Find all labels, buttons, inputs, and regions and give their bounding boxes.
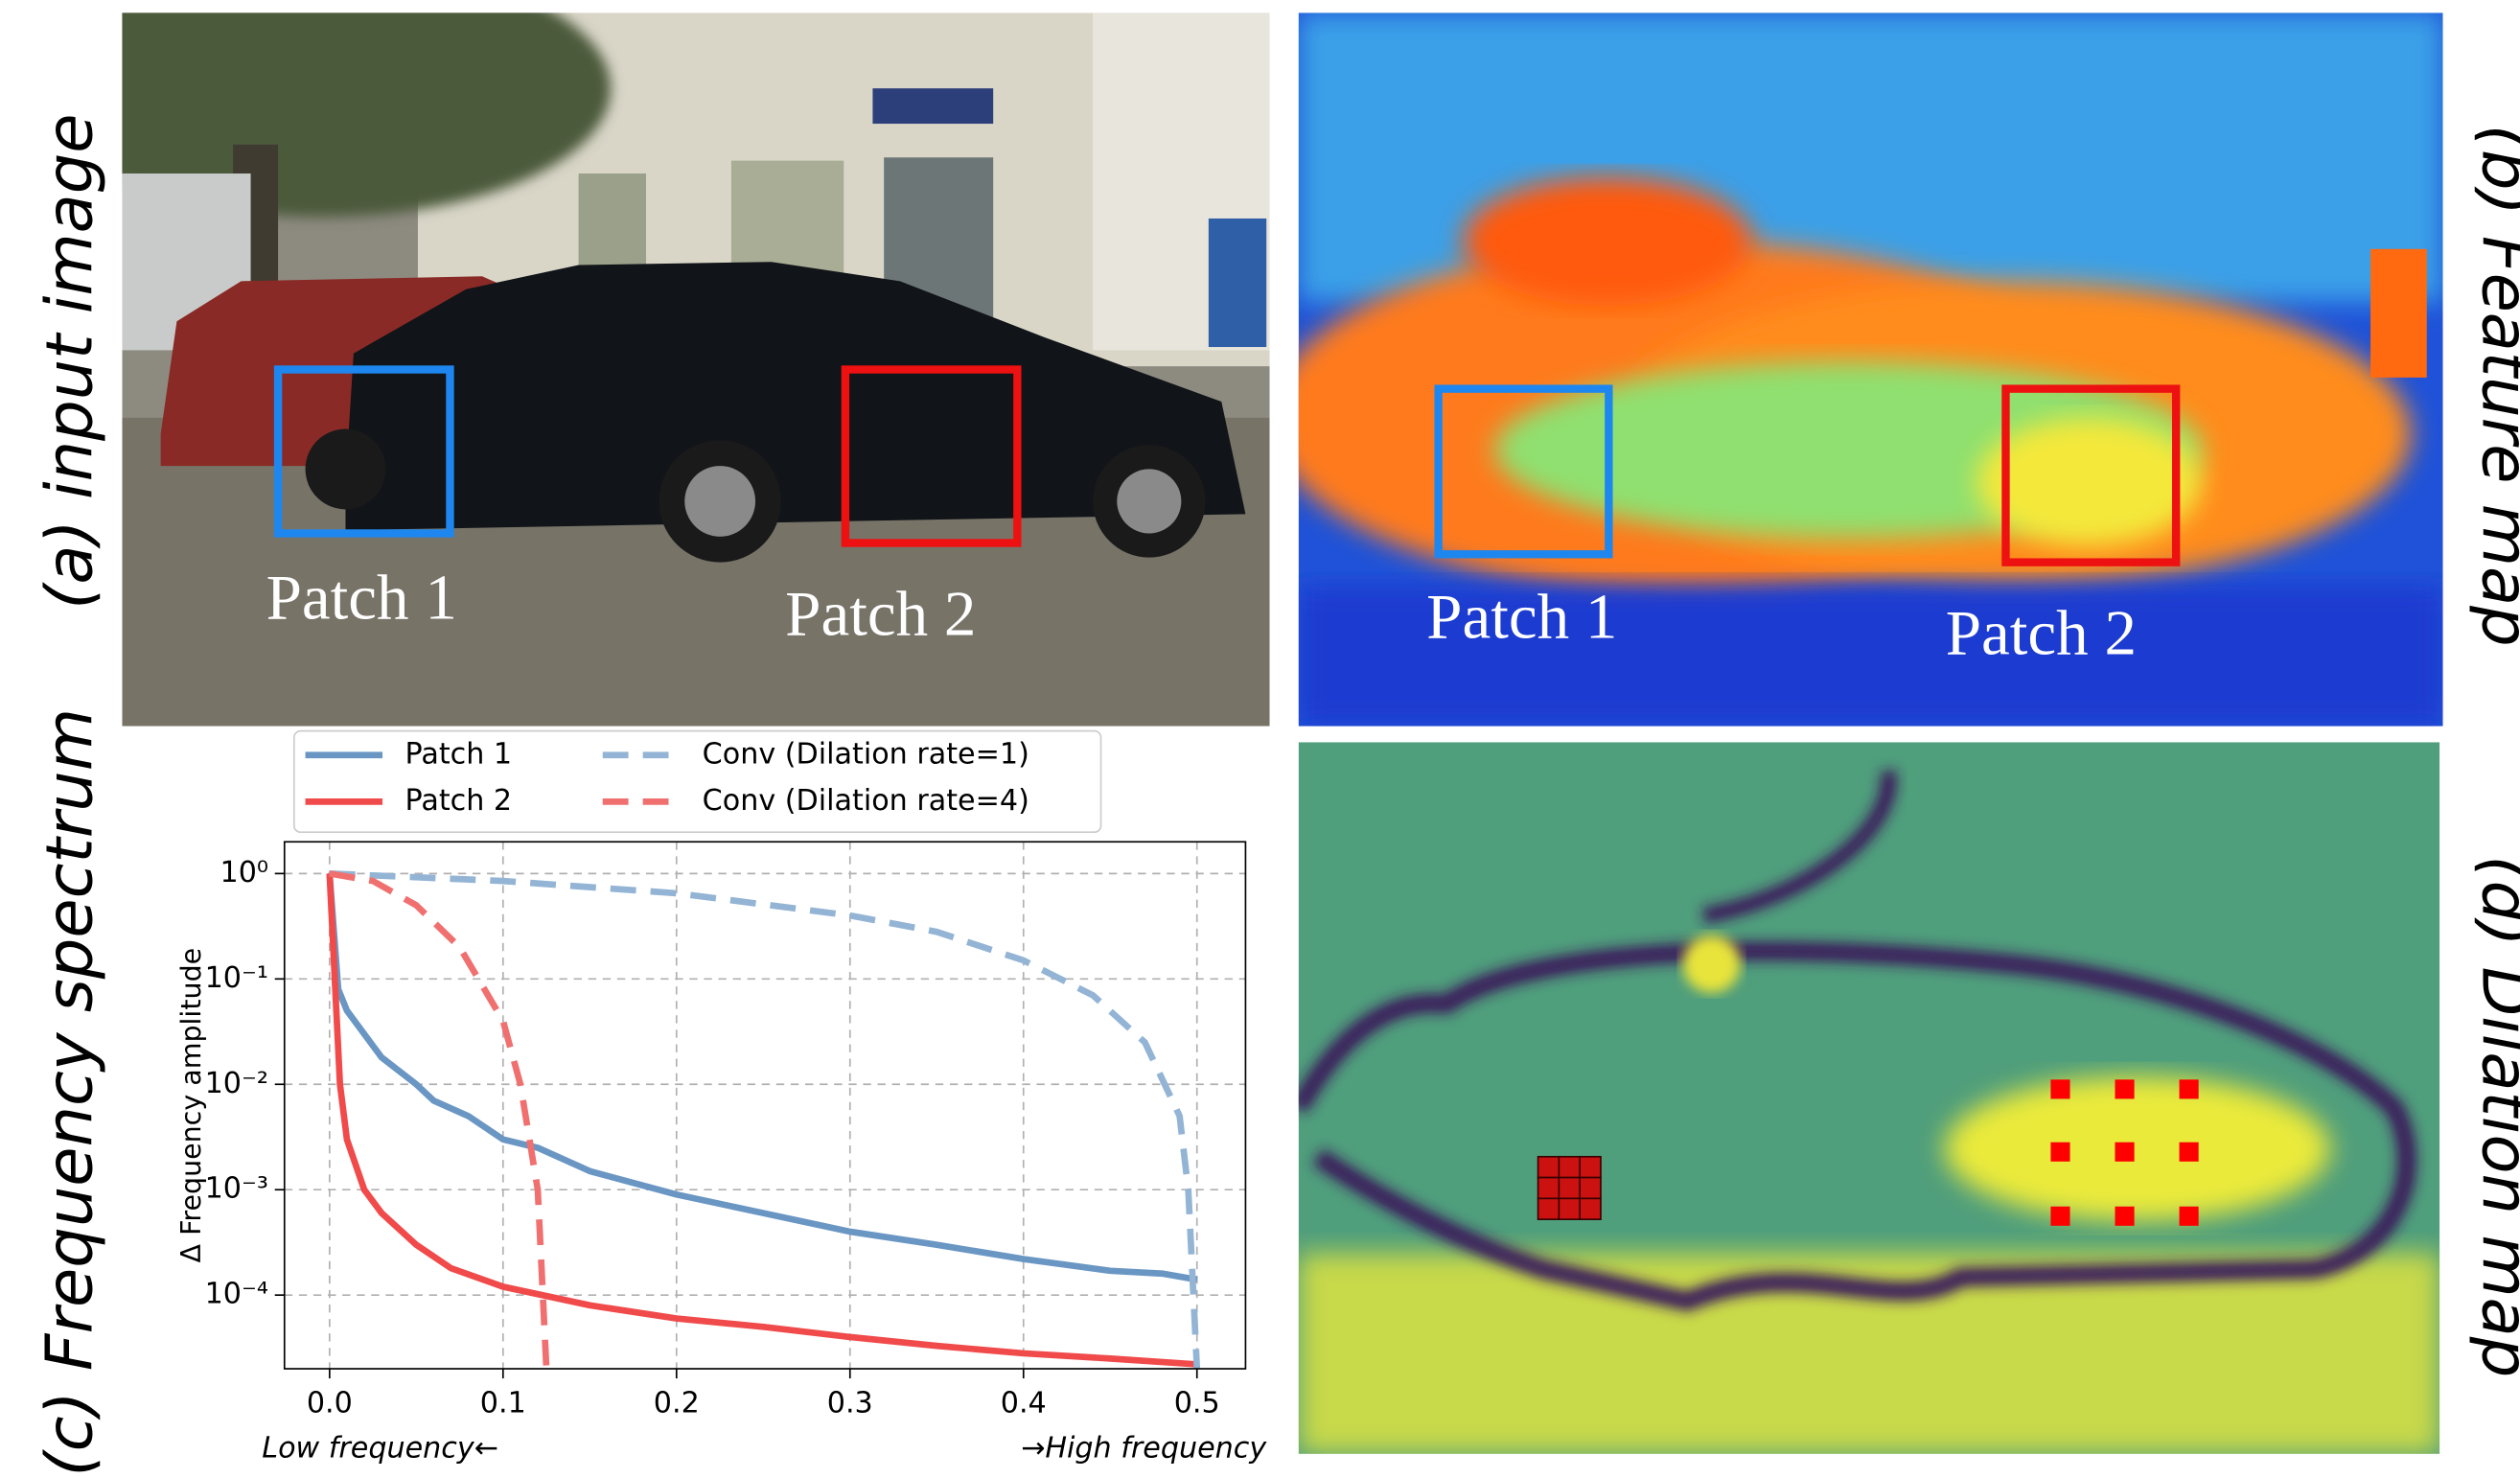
panel-label: (c) Frequency spectrum — [33, 708, 107, 1477]
patch-label: Patch 1 — [266, 562, 457, 634]
dilation-map — [1299, 742, 2439, 1454]
y-tick-label: 10⁻³ — [205, 1172, 268, 1206]
y-tick-label: 10⁻¹ — [205, 961, 268, 995]
figure: Patch 1 Patch 2 Patch 1 Patch 2 — [0, 0, 2520, 1478]
panel-label: (a) input image — [33, 113, 107, 609]
input-image — [33, 0, 1270, 727]
y-tick-label: 10⁻⁴ — [205, 1278, 268, 1311]
legend-label: Patch 1 — [405, 737, 513, 771]
plot: 0.0 0.1 0.2 0.3 0.4 0.5 10⁰ 10⁻¹ 10⁻² 10⁻³ 10⁻⁴ Pat… — [205, 731, 1246, 1420]
legend-label: Conv (Dilation rate=4) — [703, 784, 1029, 818]
y-tick-label: 10⁻² — [205, 1067, 268, 1100]
x-tick-label: 0.0 — [307, 1386, 353, 1420]
x-axis-label: Low frequency← — [262, 1431, 498, 1465]
x-tick-label: 0.5 — [1174, 1386, 1220, 1420]
legend-label: Patch 2 — [405, 784, 513, 818]
patch-label: Patch 2 — [1946, 596, 2137, 668]
panel-label: (d) Dilation map — [2467, 855, 2520, 1377]
panel-label: (b) Feature map — [2467, 125, 2520, 647]
x-tick-label: 0.2 — [654, 1386, 700, 1420]
patch-label: Patch 2 — [785, 577, 976, 649]
x-axis-label: →High frequency — [1021, 1431, 1267, 1465]
x-tick-label: 0.4 — [1001, 1386, 1047, 1420]
x-tick-label: 0.1 — [480, 1386, 526, 1420]
legend: Patch 1 Patch 2 Conv (Dilation rate=1) Conv… — [294, 731, 1101, 833]
y-axis-label: Δ Frequency amplitude — [175, 948, 207, 1263]
patch-label: Patch 1 — [1426, 581, 1617, 653]
legend-label: Conv (Dilation rate=1) — [703, 737, 1029, 771]
y-tick-label: 10⁰ — [220, 856, 268, 889]
page: { "panels": { "a": {"label": "(a) input … — [0, 0, 2520, 1478]
x-tick-label: 0.3 — [827, 1386, 873, 1420]
plot-background — [285, 842, 1246, 1369]
